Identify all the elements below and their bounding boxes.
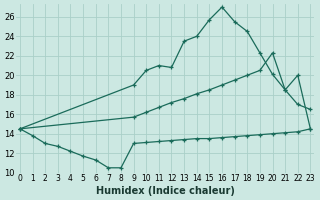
X-axis label: Humidex (Indice chaleur): Humidex (Indice chaleur) — [96, 186, 235, 196]
